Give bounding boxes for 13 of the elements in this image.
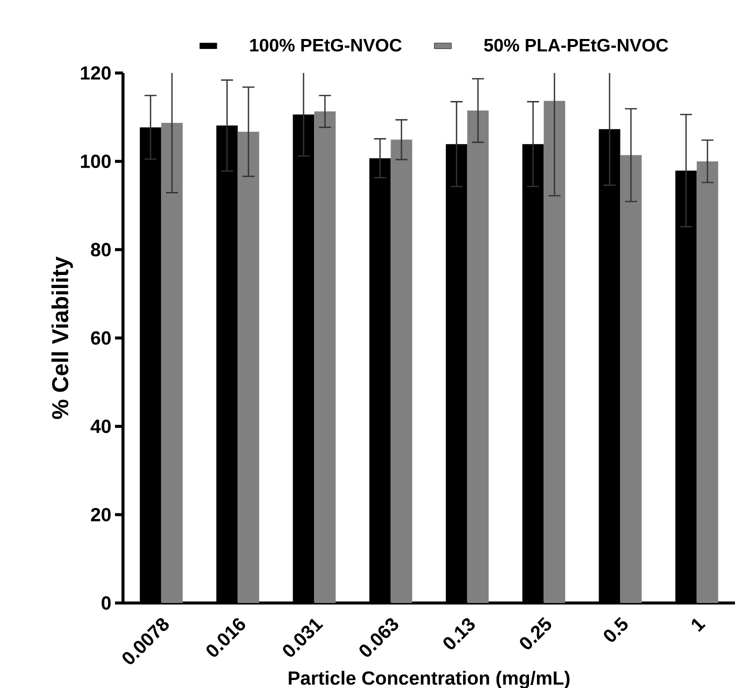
y-axis-title: % Cell Viability	[51, 256, 73, 420]
y-tick-label: 20	[90, 508, 111, 522]
x-tick-label: 0.13	[443, 618, 475, 650]
y-tick-label: 60	[91, 331, 111, 345]
legend-label: 50% PLA-PEtG-NVOC	[484, 38, 668, 52]
x-tick-label: 1	[692, 618, 706, 632]
y-tick-label: 100	[80, 154, 111, 168]
y-tick-label: 80	[90, 242, 111, 256]
y-tick-label: 120	[80, 66, 111, 80]
legend-label: 100% PEtG-NVOC	[250, 38, 402, 52]
y-tick-label: 40	[90, 420, 111, 434]
y-tick-label: 0	[102, 596, 111, 610]
x-tick-label: 0.5	[604, 617, 628, 642]
